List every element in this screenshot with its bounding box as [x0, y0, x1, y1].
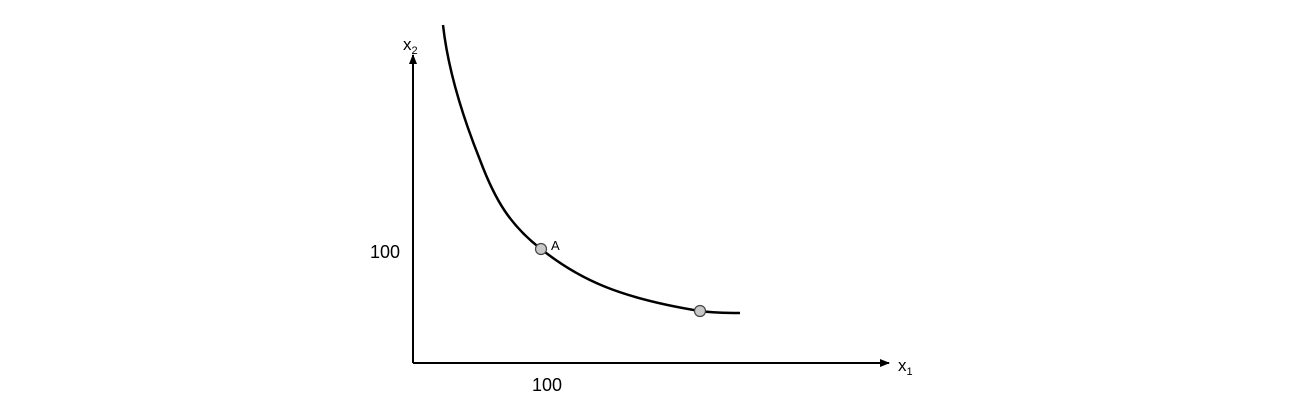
- indifference-curve: [441, 24, 741, 315]
- x-axis-label-subscript: 1: [907, 366, 913, 378]
- x-axis-label: x1: [898, 356, 913, 378]
- y-axis-label: x2: [403, 35, 418, 57]
- y-axis-label-subscript: 2: [412, 45, 418, 57]
- x-tick-label: 100: [532, 375, 562, 395]
- y-tick-label: 100: [370, 242, 400, 262]
- point-b: [693, 304, 707, 318]
- point-a: [534, 242, 548, 256]
- point-a-label: A: [551, 238, 560, 253]
